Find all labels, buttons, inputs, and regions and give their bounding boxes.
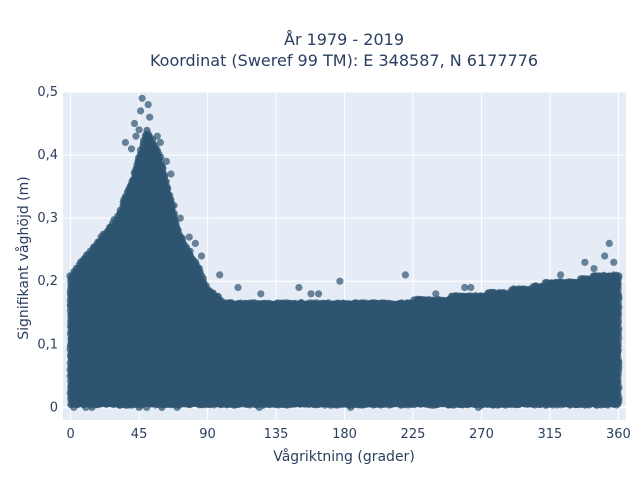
data-point (157, 153, 165, 161)
data-point (195, 264, 203, 272)
chart-subtitle: Koordinat (Sweref 99 TM): E 348587, N 61… (150, 51, 538, 70)
data-point (164, 185, 172, 193)
data-point (161, 171, 169, 179)
data-point (159, 164, 167, 172)
data-point (162, 178, 170, 186)
data-point (170, 209, 178, 218)
data-points (66, 94, 623, 411)
chart-title: År 1979 - 2019 (284, 30, 404, 49)
